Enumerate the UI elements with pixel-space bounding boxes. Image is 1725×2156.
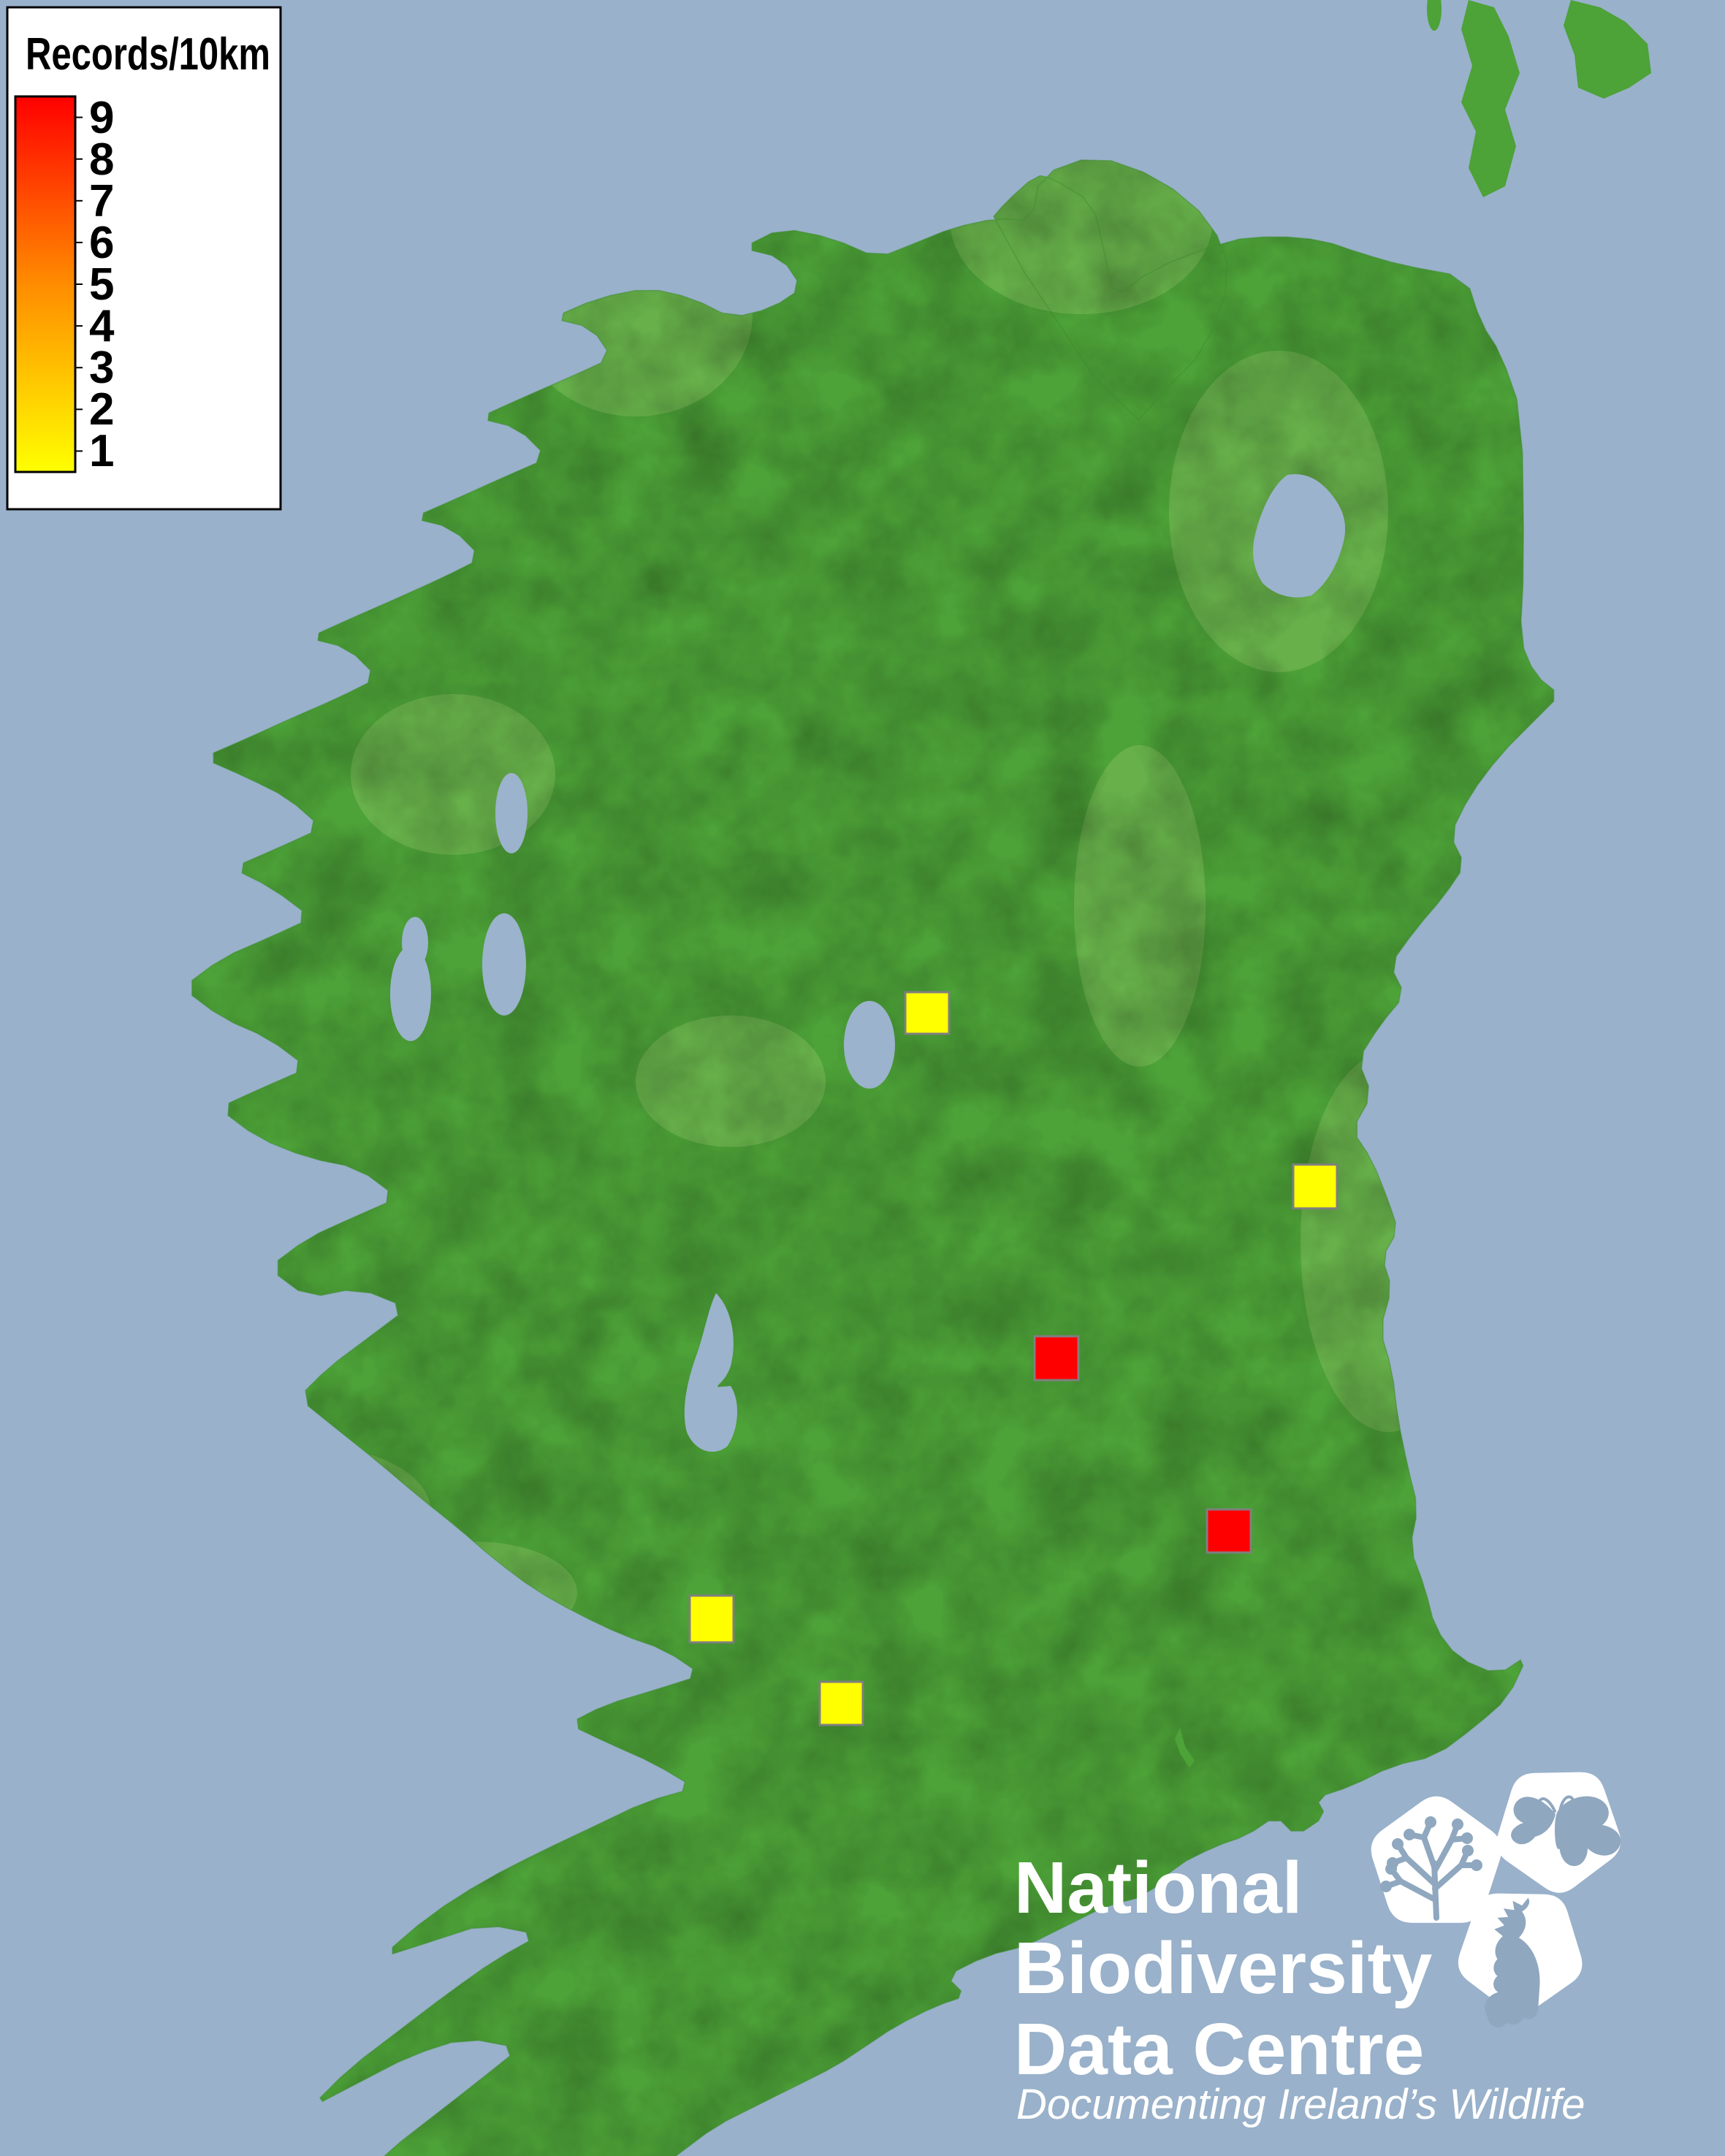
svg-text:Records/10km: Records/10km: [26, 29, 270, 80]
svg-text:Data Centre: Data Centre: [1014, 2008, 1424, 2090]
svg-text:Biodiversity: Biodiversity: [1014, 1927, 1433, 2009]
svg-text:1: 1: [89, 426, 114, 476]
svg-text:Documenting Ireland’s Wildlife: Documenting Ireland’s Wildlife: [1016, 2081, 1585, 2128]
svg-text:National: National: [1014, 1847, 1302, 1929]
